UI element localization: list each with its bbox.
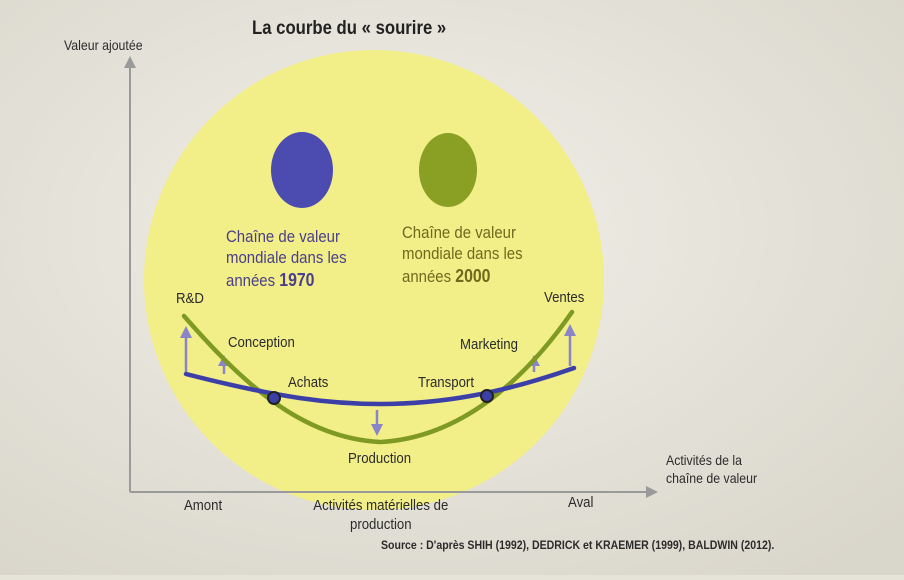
x-marker-aval: Aval xyxy=(568,494,594,511)
left-eye-1970 xyxy=(271,132,333,208)
stage-label-rd: R&D xyxy=(176,290,204,307)
x-axis-arrowhead xyxy=(646,486,658,498)
label-1970: Chaîne de valeur mondiale dans les année… xyxy=(226,226,376,291)
x-axis-label: Activités de la chaîne de valeur xyxy=(666,452,758,486)
stage-label-production: Production xyxy=(348,450,412,467)
y-axis-arrowhead xyxy=(124,56,136,68)
stage-label-conception: Conception xyxy=(228,334,295,351)
diagram-title: La courbe du « sourire » xyxy=(252,18,447,39)
y-axis-label: Valeur ajoutée xyxy=(64,37,143,53)
label-2000-text: Chaîne de valeur mondiale dans les année… xyxy=(402,223,523,286)
intersection-right xyxy=(480,389,494,403)
label-1970-text: Chaîne de valeur mondiale dans les année… xyxy=(226,227,347,290)
stage-label-transport: Transport xyxy=(418,374,475,391)
label-2000: Chaîne de valeur mondiale dans les année… xyxy=(402,222,543,287)
label-1970-year: 1970 xyxy=(279,269,315,290)
x-marker-amont: Amont xyxy=(184,497,223,514)
label-2000-year: 2000 xyxy=(455,265,491,286)
stage-label-achats: Achats xyxy=(288,374,329,391)
x-marker-middle: Activités matérielles de production xyxy=(313,497,449,533)
stage-label-ventes: Ventes xyxy=(544,289,585,306)
stage-label-marketing: Marketing xyxy=(460,336,518,353)
right-eye-2000 xyxy=(419,133,477,207)
curve-1970 xyxy=(183,365,577,407)
downward-arrow xyxy=(371,410,383,436)
source-note: Source : D'après SHIH (1992), DEDRICK et… xyxy=(381,538,775,552)
curve-2000 xyxy=(181,309,575,445)
intersection-left xyxy=(267,391,281,405)
